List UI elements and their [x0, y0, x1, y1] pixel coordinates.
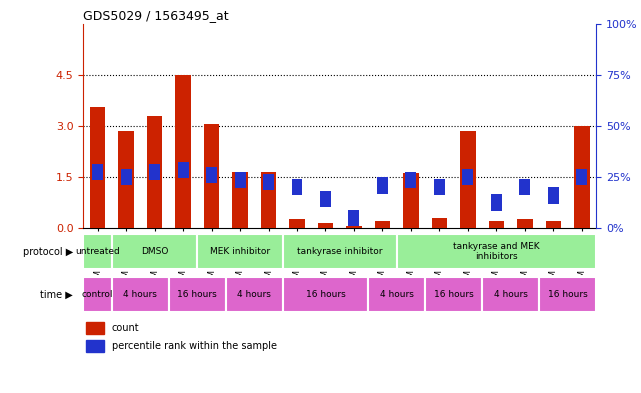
Bar [368, 277, 425, 312]
Bar [289, 219, 305, 228]
Bar [397, 234, 596, 269]
Bar [377, 177, 388, 193]
Bar [175, 75, 191, 228]
Bar [83, 234, 112, 269]
Bar [112, 277, 169, 312]
Bar [83, 277, 112, 312]
Text: time ▶: time ▶ [40, 290, 73, 300]
Bar [548, 187, 559, 204]
Bar [283, 234, 397, 269]
Bar [149, 163, 160, 180]
Text: GDS5029 / 1563495_at: GDS5029 / 1563495_at [83, 9, 229, 22]
Bar [147, 116, 162, 228]
Bar [169, 277, 226, 312]
Bar [261, 172, 276, 228]
Bar [519, 179, 530, 195]
Bar [206, 167, 217, 183]
Text: untreated: untreated [75, 247, 120, 256]
Text: DMSO: DMSO [141, 247, 168, 256]
Text: 4 hours: 4 hours [379, 290, 413, 299]
Bar [90, 107, 105, 228]
Bar [431, 218, 447, 228]
Bar [491, 194, 502, 211]
Bar [92, 163, 103, 180]
Bar [112, 234, 197, 269]
Text: tankyrase and MEK
inhibitors: tankyrase and MEK inhibitors [453, 242, 540, 261]
Bar [425, 277, 482, 312]
Text: percentile rank within the sample: percentile rank within the sample [112, 341, 276, 351]
Bar [488, 221, 504, 228]
Bar [545, 221, 562, 228]
Bar [462, 169, 474, 185]
Text: tankyrase inhibitor: tankyrase inhibitor [297, 247, 383, 256]
Bar [283, 277, 368, 312]
Bar [539, 277, 596, 312]
Text: 16 hours: 16 hours [548, 290, 588, 299]
Bar [434, 179, 445, 195]
Bar [86, 340, 104, 352]
Bar [349, 209, 360, 226]
Bar [346, 226, 362, 228]
Text: control: control [82, 290, 113, 299]
Text: 16 hours: 16 hours [434, 290, 474, 299]
Bar [178, 162, 188, 178]
Text: count: count [112, 323, 139, 333]
Text: protocol ▶: protocol ▶ [23, 246, 73, 257]
Bar [232, 172, 248, 228]
Bar [403, 173, 419, 228]
Bar [292, 179, 303, 195]
Bar [204, 124, 219, 228]
Bar [318, 223, 333, 228]
Bar [460, 131, 476, 228]
Bar [235, 172, 246, 188]
Bar [517, 219, 533, 228]
Bar [320, 191, 331, 207]
Bar [374, 221, 390, 228]
Bar [121, 169, 131, 185]
Bar [576, 169, 587, 185]
Bar [482, 277, 539, 312]
Bar [226, 277, 283, 312]
Text: 4 hours: 4 hours [494, 290, 528, 299]
Bar [574, 126, 590, 228]
Text: MEK inhibitor: MEK inhibitor [210, 247, 270, 256]
Bar [406, 172, 417, 188]
Text: 4 hours: 4 hours [123, 290, 157, 299]
Bar [263, 174, 274, 190]
Bar [197, 234, 283, 269]
Text: 16 hours: 16 hours [178, 290, 217, 299]
Bar [86, 322, 104, 334]
Bar [118, 131, 134, 228]
Text: 4 hours: 4 hours [237, 290, 271, 299]
Text: 16 hours: 16 hours [306, 290, 345, 299]
